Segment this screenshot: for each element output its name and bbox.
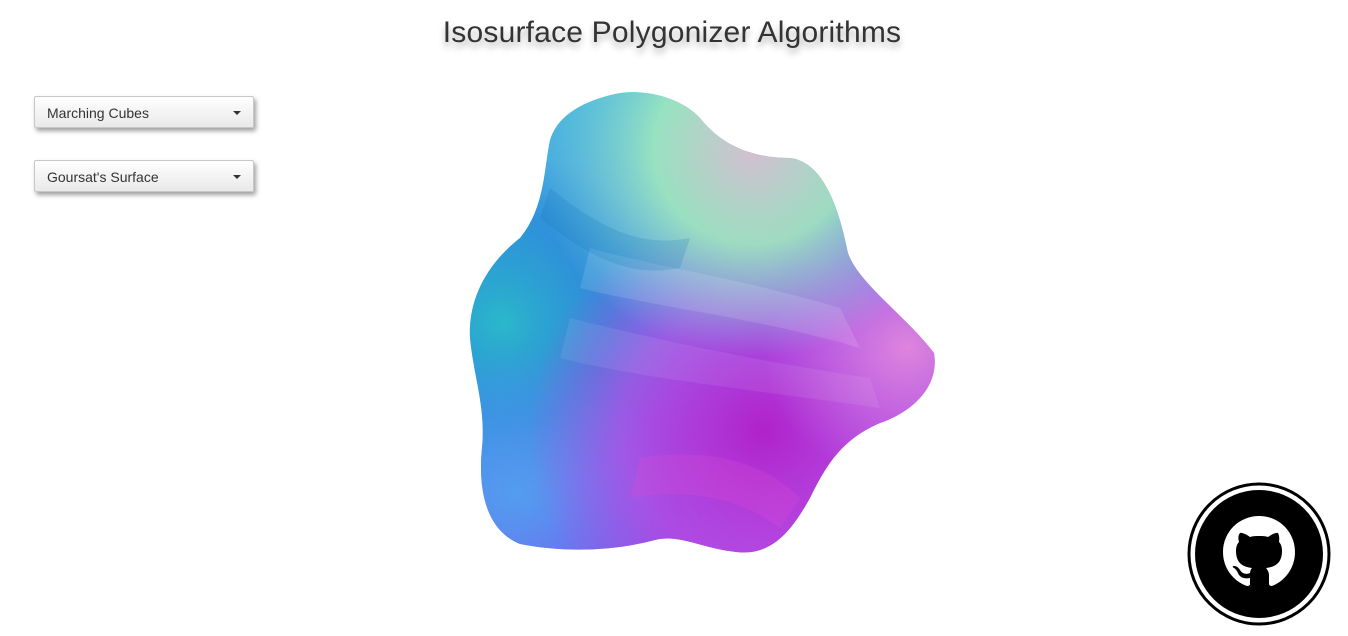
isosurface-viewport[interactable] <box>440 78 960 568</box>
surface-select[interactable]: Goursat's Surface <box>34 160 254 192</box>
algorithm-select[interactable]: Marching Cubes <box>34 96 254 128</box>
isosurface-mesh <box>469 92 935 553</box>
caret-down-icon <box>233 111 241 115</box>
surface-select-value: Goursat's Surface <box>47 169 159 185</box>
caret-down-icon <box>233 175 241 179</box>
algorithm-select-value: Marching Cubes <box>47 105 149 121</box>
page-title: Isosurface Polygonizer Algorithms <box>442 16 902 49</box>
github-icon[interactable] <box>1187 482 1331 626</box>
